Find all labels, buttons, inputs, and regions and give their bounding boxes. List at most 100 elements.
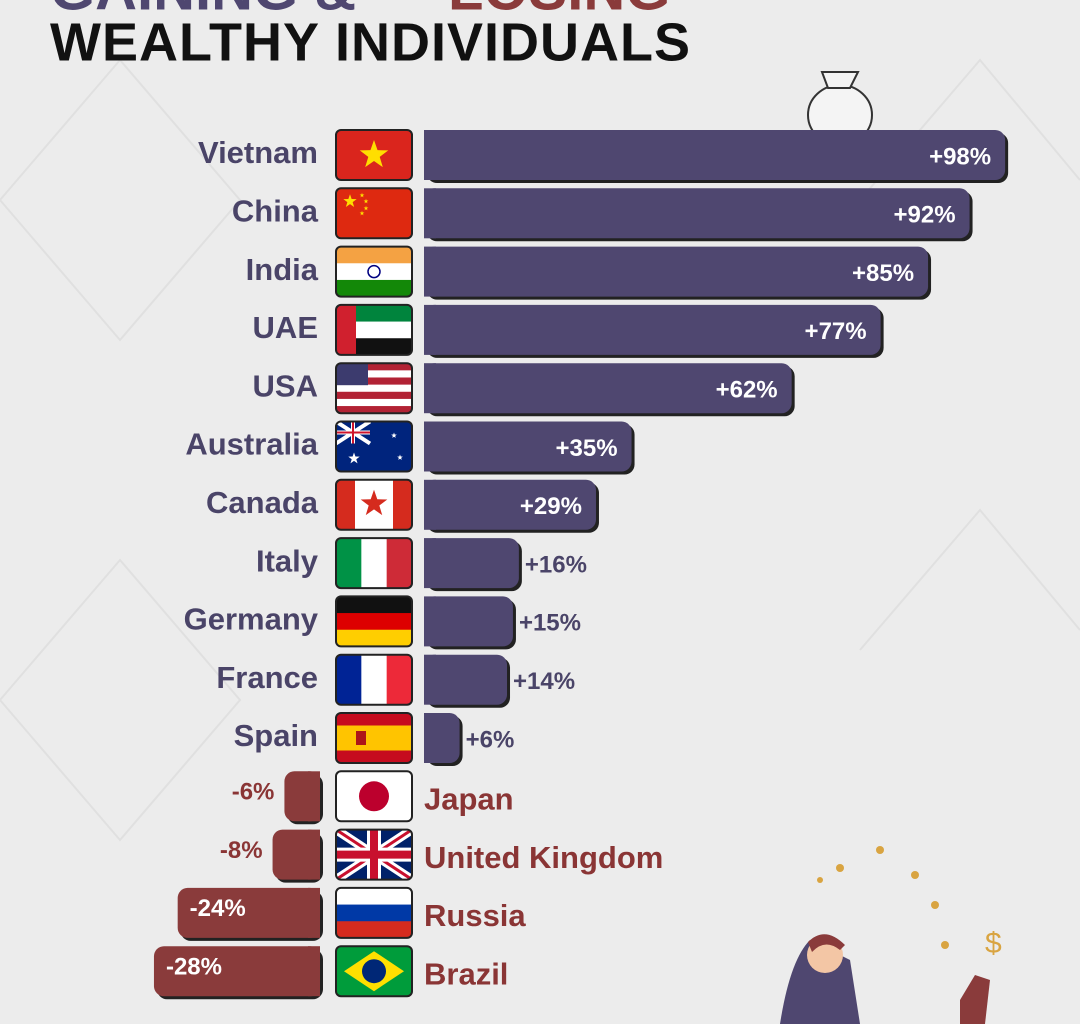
category-label: Japan xyxy=(424,781,514,816)
flag-stripe xyxy=(336,921,412,938)
bar-corner xyxy=(424,188,436,239)
bar xyxy=(424,304,881,355)
flag-stripe xyxy=(386,654,412,705)
flag-stripe xyxy=(336,904,412,922)
flag-star xyxy=(363,198,369,204)
flag-stripe xyxy=(336,596,412,614)
bar xyxy=(424,654,508,705)
category-label: France xyxy=(216,660,318,695)
flag-stripe xyxy=(336,629,412,647)
flag-body xyxy=(336,130,412,180)
category-label: Canada xyxy=(206,485,319,520)
flag-star xyxy=(359,210,365,216)
flag xyxy=(335,712,413,764)
value-label: +35% xyxy=(555,435,617,462)
flag-stripe xyxy=(336,406,412,414)
bar-corner xyxy=(308,887,320,938)
flag-body xyxy=(336,829,412,880)
bar-corner xyxy=(424,421,436,472)
flag-stripe xyxy=(336,887,412,906)
value-label: +85% xyxy=(852,260,914,287)
flag-border xyxy=(335,886,413,939)
flag-border xyxy=(335,770,413,823)
category-label: Russia xyxy=(424,898,526,933)
flag-star xyxy=(360,489,388,516)
bar-corner xyxy=(424,538,436,589)
flag xyxy=(335,245,413,298)
flag-stripe xyxy=(336,738,412,751)
flag-stripe xyxy=(374,479,394,530)
flag-body xyxy=(336,246,412,297)
flag-stripe xyxy=(361,538,388,589)
flag-stripe xyxy=(336,725,412,739)
flag-body xyxy=(336,188,412,239)
flag-stripe xyxy=(336,479,356,530)
flag xyxy=(335,478,413,531)
bar-corner xyxy=(424,654,436,705)
flag-stripe xyxy=(336,370,412,378)
flag xyxy=(335,945,413,998)
bar xyxy=(424,538,519,589)
flag-stripe xyxy=(336,263,412,281)
bar xyxy=(424,188,970,239)
flag-body xyxy=(336,713,412,763)
flag-stripe xyxy=(336,713,412,726)
value-label: +98% xyxy=(929,143,991,170)
bar-corner xyxy=(424,304,436,355)
flag-body xyxy=(336,421,412,472)
flag-body xyxy=(336,887,412,938)
dollar-icon: $ xyxy=(985,927,1002,960)
value-label: -24% xyxy=(190,895,246,922)
bar xyxy=(424,421,632,472)
flag-wheel xyxy=(367,264,381,279)
flag xyxy=(335,129,413,181)
flag-stripe xyxy=(336,279,412,297)
flag-body xyxy=(336,538,412,589)
bar-corner xyxy=(424,246,436,297)
bar-corner xyxy=(424,713,436,763)
flag-body xyxy=(336,363,412,414)
bar-corner xyxy=(424,479,436,530)
value-label: -6% xyxy=(232,779,275,806)
flag-disc xyxy=(362,959,386,984)
bar xyxy=(424,596,513,647)
category-label: Vietnam xyxy=(198,135,318,170)
bar xyxy=(153,946,320,997)
chart-subtitle: WEALTHY INDIVIDUALS xyxy=(50,12,691,72)
flag xyxy=(335,886,413,939)
flag-border xyxy=(335,303,413,356)
flag-stripe xyxy=(336,188,412,239)
flag-stripe xyxy=(336,363,412,371)
flag-stripe xyxy=(336,304,356,355)
flag-star xyxy=(359,192,365,198)
flag-stripe xyxy=(386,538,412,589)
flag-stripe xyxy=(336,613,412,631)
category-label: India xyxy=(246,252,319,287)
flag xyxy=(335,420,413,473)
flag-star xyxy=(348,452,360,464)
flag-canton xyxy=(336,363,368,386)
bar xyxy=(424,363,792,414)
flag-border xyxy=(335,362,413,415)
category-label: Italy xyxy=(256,543,319,578)
flag-star xyxy=(397,454,403,460)
flag xyxy=(335,362,413,415)
bar xyxy=(177,887,320,938)
flag-border xyxy=(335,187,413,240)
flag-border xyxy=(335,595,413,648)
flag-body xyxy=(336,479,412,530)
flag-border xyxy=(335,245,413,298)
flag xyxy=(335,187,413,240)
value-label: -28% xyxy=(166,954,222,981)
flag-border xyxy=(335,537,413,590)
value-label: -8% xyxy=(220,837,263,864)
flag-stripe xyxy=(336,654,362,705)
bar-corner xyxy=(308,771,320,822)
flag-stripe xyxy=(336,398,412,407)
flag-star xyxy=(359,140,389,168)
flag-stripe xyxy=(355,479,375,530)
value-label: +6% xyxy=(466,726,515,753)
category-label: Australia xyxy=(185,427,318,462)
value-label: +29% xyxy=(520,493,582,520)
flag-emblem xyxy=(356,731,366,745)
